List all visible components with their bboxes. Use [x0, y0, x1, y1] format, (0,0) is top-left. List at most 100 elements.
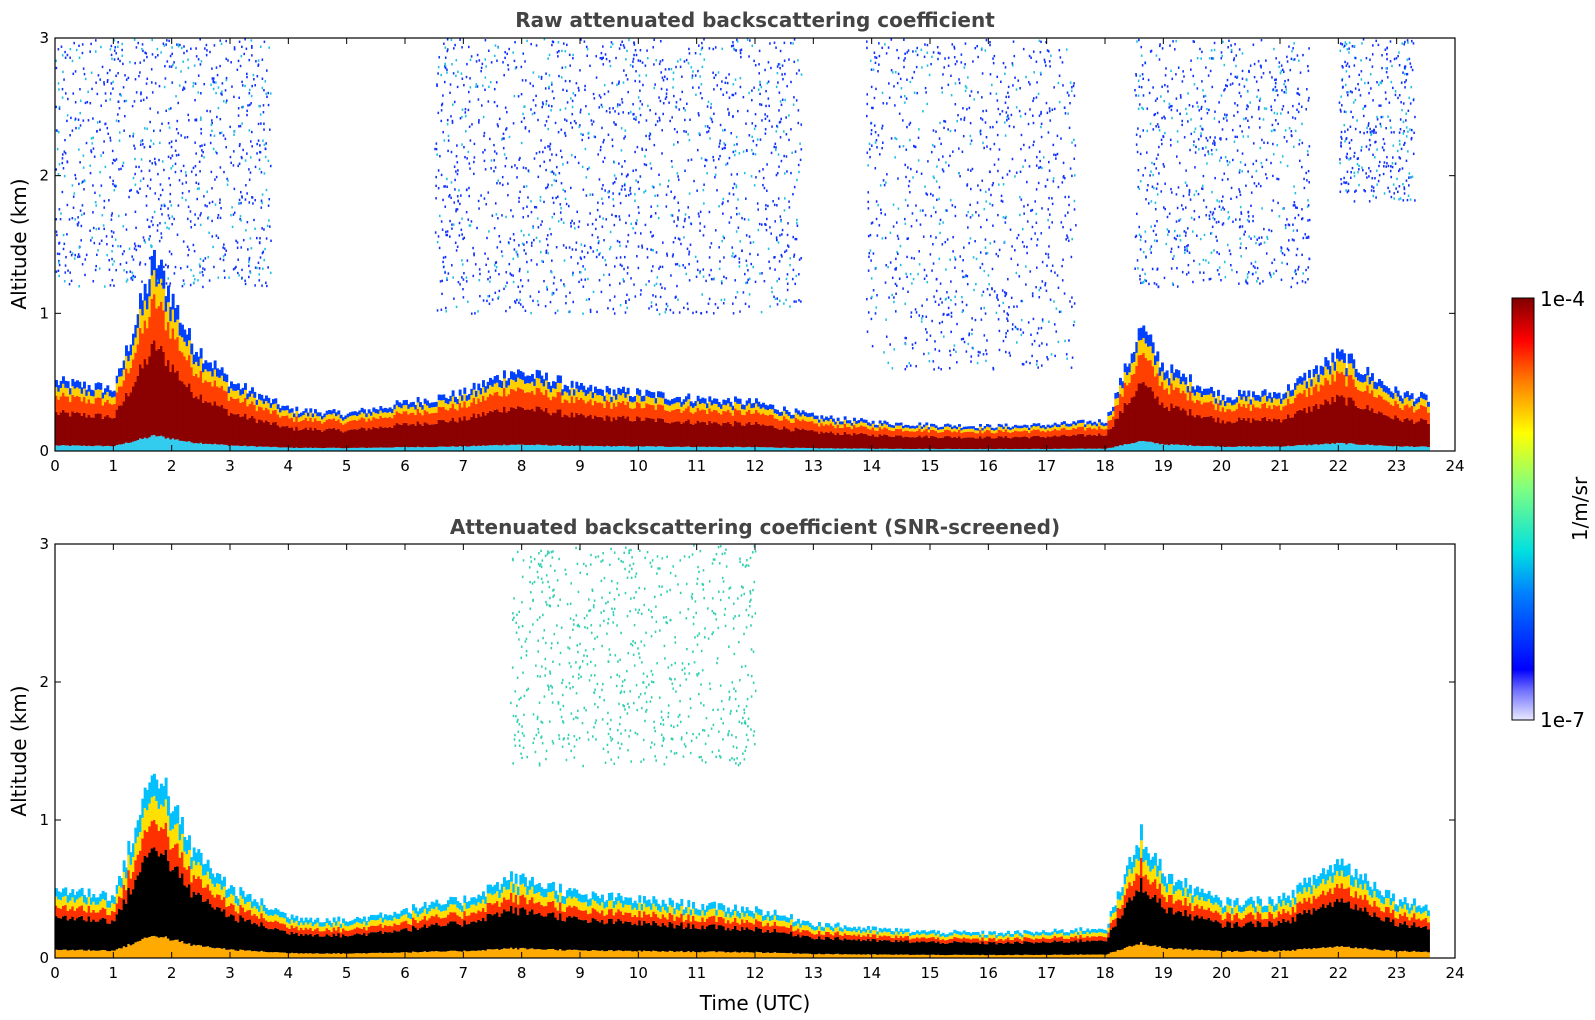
- bl-upper-layer: [297, 421, 301, 431]
- noise-speck: [103, 227, 105, 231]
- noise-speck: [246, 192, 248, 195]
- bl-base-layer: [269, 447, 273, 451]
- noise-speck: [550, 233, 552, 236]
- bl-core-layer: [358, 428, 362, 448]
- bl-base-layer: [573, 446, 576, 451]
- bl-core-layer: [1336, 394, 1339, 443]
- noise-speck: [604, 189, 606, 192]
- bl-core-layer: [587, 416, 590, 446]
- bl-base-layer: [1380, 445, 1384, 451]
- bl-edge-layer: [230, 388, 233, 397]
- noise-speck: [229, 125, 231, 129]
- noise-speck: [508, 135, 511, 139]
- bl-fringe-layer: [1282, 393, 1286, 400]
- noise-speck: [193, 64, 196, 67]
- noise-speck: [134, 244, 137, 248]
- bl-core-layer: [883, 434, 887, 449]
- bl-edge-layer: [360, 412, 364, 418]
- noise-speck: [159, 222, 161, 225]
- bl-core-layer: [220, 404, 224, 445]
- noise-speck: [489, 137, 491, 141]
- bl-fringe-layer: [939, 426, 943, 430]
- bl-core-layer: [1126, 404, 1129, 445]
- bl-core-layer: [927, 437, 931, 450]
- bl-core-layer: [829, 431, 833, 449]
- bl-fringe-layer: [1368, 376, 1372, 385]
- bl-core-layer: [636, 416, 639, 446]
- noise-speck: [656, 204, 659, 208]
- bl-base-layer: [337, 447, 341, 451]
- bl-edge-layer: [358, 414, 362, 420]
- noise-speck: [612, 107, 614, 110]
- bl-fringe-layer: [799, 412, 803, 417]
- bl-edge-layer: [1401, 403, 1405, 410]
- noise-speck: [790, 80, 792, 84]
- bl-edge-layer: [1387, 394, 1391, 402]
- bl-upper-layer: [848, 427, 852, 435]
- bl-core-layer: [778, 429, 782, 448]
- bl-base-layer: [878, 448, 882, 451]
- bl-core-layer: [969, 437, 973, 450]
- bl-fringe-layer: [1263, 389, 1267, 396]
- bl-fringe-layer: [416, 397, 420, 403]
- bl-base-layer: [650, 446, 653, 451]
- noise-speck: [639, 89, 641, 92]
- bl-base-layer: [491, 445, 495, 451]
- noise-speck: [189, 220, 192, 223]
- bl-core-layer: [407, 425, 411, 448]
- bl-base-layer: [568, 446, 572, 451]
- bl-edge-layer: [295, 411, 299, 417]
- bl-edge-layer: [883, 423, 887, 428]
- noise-speck: [168, 126, 171, 129]
- noise-speck: [100, 184, 103, 187]
- bl-upper-layer: [157, 306, 161, 349]
- bl-base-layer: [1235, 446, 1239, 451]
- noise-speck: [167, 155, 170, 159]
- bl-base-layer: [246, 446, 250, 451]
- noise-speck: [60, 212, 62, 215]
- bl-base-layer: [66, 445, 70, 451]
- bl-edge-layer: [1072, 424, 1076, 428]
- bl-core-layer: [442, 419, 446, 447]
- bl-edge-layer: [248, 396, 252, 405]
- bl-core-layer: [381, 427, 385, 448]
- bl-fringe-layer: [885, 421, 889, 425]
- bl-core-layer: [279, 427, 282, 448]
- bl-upper-layer: [510, 388, 513, 408]
- bl-core-layer: [307, 429, 310, 448]
- bl-upper-layer: [1422, 406, 1426, 420]
- noise-speck: [168, 141, 171, 145]
- bl-core-layer: [162, 351, 166, 437]
- bl-base-layer: [1189, 444, 1192, 451]
- bl-upper-layer: [234, 398, 238, 415]
- noise-speck: [623, 280, 625, 283]
- noise-speck: [785, 116, 787, 119]
- noise-speck: [61, 54, 64, 57]
- noise-speck: [572, 300, 575, 304]
- noise-speck: [562, 163, 564, 166]
- bl-base-layer: [1004, 448, 1008, 451]
- noise-speck: [504, 50, 506, 54]
- noise-speck: [58, 263, 61, 267]
- bl-core-layer: [400, 424, 404, 448]
- bl-edge-layer: [377, 413, 380, 419]
- bl-edge-layer: [1378, 386, 1381, 395]
- noise-speck: [493, 150, 496, 153]
- bl-edge-layer: [860, 421, 863, 426]
- bl-upper-layer: [986, 429, 989, 437]
- bl-fringe-layer: [1273, 392, 1276, 398]
- bl-core-layer: [1000, 436, 1003, 449]
- bl-edge-layer: [890, 427, 894, 431]
- bl-edge-layer: [1410, 398, 1414, 406]
- noise-speck: [74, 117, 77, 120]
- bl-base-layer: [664, 446, 667, 451]
- bl-upper-layer: [892, 431, 896, 437]
- bl-base-layer: [281, 447, 285, 451]
- noise-speck: [161, 160, 164, 163]
- bl-upper-layer: [290, 417, 294, 428]
- bl-fringe-layer: [202, 363, 205, 373]
- bl-fringe-layer: [876, 425, 880, 428]
- bl-fringe-layer: [1329, 365, 1332, 375]
- bl-upper-layer: [1305, 396, 1309, 413]
- bl-fringe-layer: [503, 370, 506, 379]
